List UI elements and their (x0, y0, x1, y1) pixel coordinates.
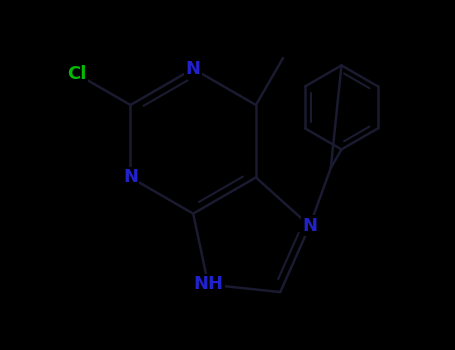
Text: NH: NH (193, 275, 223, 294)
Text: N: N (302, 217, 317, 235)
Text: N: N (186, 60, 201, 78)
Text: Cl: Cl (67, 65, 87, 83)
Text: N: N (123, 168, 138, 187)
